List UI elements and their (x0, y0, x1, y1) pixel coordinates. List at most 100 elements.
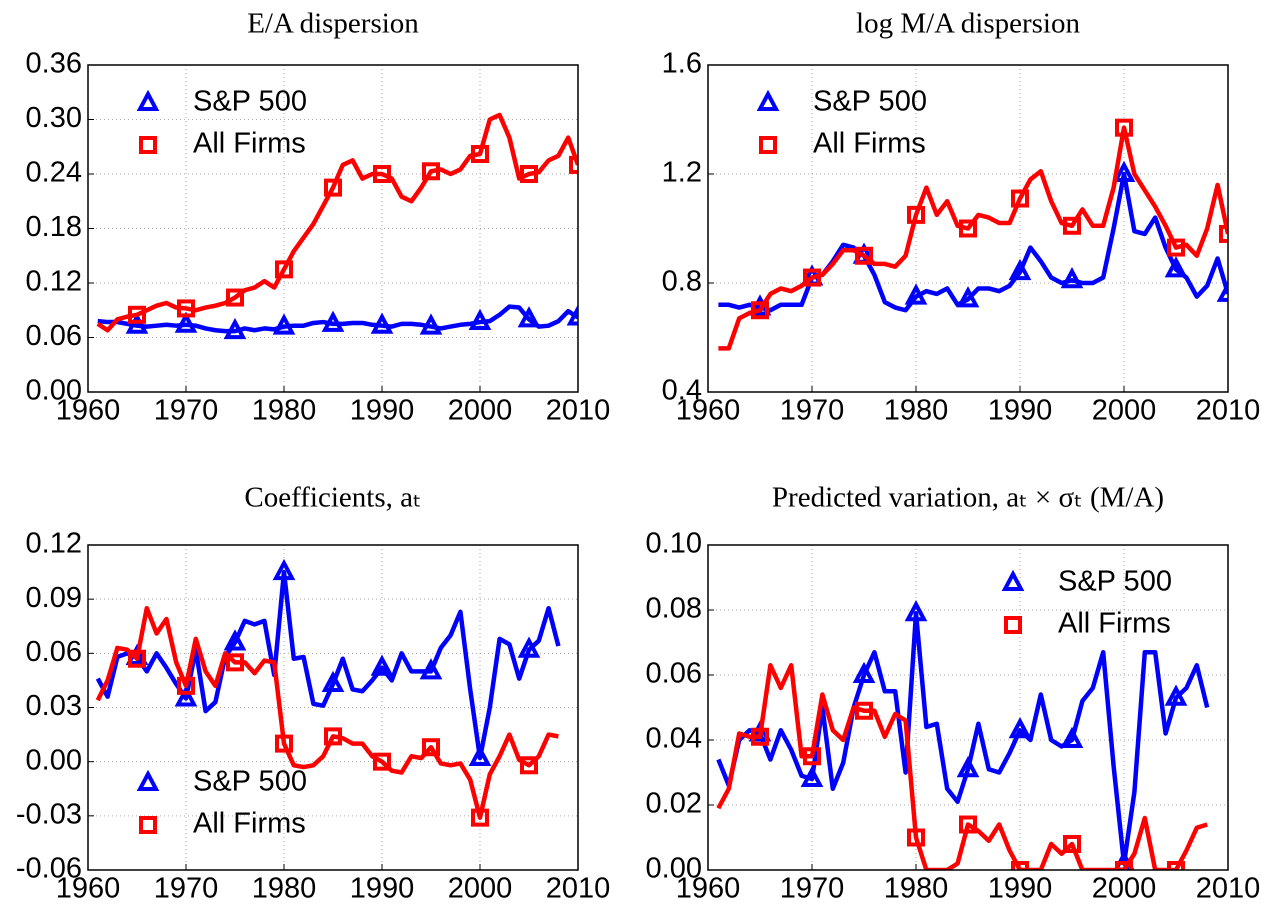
marker (1112, 160, 1136, 182)
x-tick-label: 1980 (252, 395, 317, 427)
legend: S&P 500 All Firms (136, 86, 307, 160)
marker (1115, 861, 1133, 870)
x-tick-label: 2000 (448, 395, 513, 427)
marker (1063, 835, 1081, 853)
x-tick-label: 2010 (546, 395, 611, 427)
marker (907, 828, 925, 847)
marker (803, 747, 821, 766)
marker (177, 676, 195, 695)
x-tick-label: 2000 (1092, 395, 1157, 427)
x-tick-label: 1960 (56, 395, 121, 427)
marker (272, 313, 296, 335)
plot-border (87, 64, 579, 393)
marker (1167, 861, 1185, 870)
plot-border (707, 544, 1229, 871)
marker (370, 654, 394, 676)
y-tick-label: -0.06 (16, 853, 82, 885)
marker (520, 756, 538, 775)
marker (128, 649, 146, 668)
y-tick-label: 0.00 (26, 744, 82, 776)
legend-marker (136, 769, 160, 791)
legend: S&P 500 All Firms (1001, 566, 1172, 640)
x-tick-label: 1960 (56, 873, 121, 905)
marker (959, 219, 977, 238)
x-tick-label: 1990 (350, 873, 415, 905)
y-tick-label: 0.02 (646, 788, 702, 820)
legend-label: S&P 500 (813, 86, 927, 118)
y-tick-label: 0.09 (26, 582, 82, 614)
marker (1008, 717, 1032, 739)
marker (803, 268, 821, 287)
legend-label: All Firms (193, 808, 306, 840)
y-tick-label: 1.6 (662, 48, 702, 80)
marker (272, 558, 296, 581)
marker (373, 165, 391, 183)
legend-marker (139, 816, 157, 834)
marker (956, 286, 980, 308)
y-tick-label: 0.00 (646, 853, 702, 885)
x-tick-label: 2000 (448, 873, 513, 905)
y-tick-label: 0.4 (662, 375, 702, 407)
marker (1011, 861, 1029, 870)
marker (373, 752, 391, 771)
marker (1164, 256, 1188, 278)
x-tick-label: 2010 (1196, 873, 1261, 905)
marker (1164, 684, 1188, 706)
y-tick-label: 0.08 (646, 593, 702, 625)
marker (275, 734, 293, 753)
y-tick-label: 0.10 (646, 528, 702, 560)
y-tick-label: 0.12 (26, 528, 82, 560)
chart-title: E/A dispersion (247, 8, 419, 40)
y-tick-label: 0.24 (26, 157, 82, 189)
marker (321, 670, 345, 693)
y-tick-label: 0.06 (26, 636, 82, 668)
marker (904, 600, 928, 622)
plot (95, 558, 561, 827)
marker (422, 162, 440, 181)
legend-label: S&P 500 (193, 766, 307, 798)
marker (370, 312, 394, 334)
marker (128, 305, 146, 324)
y-tick-label: 0.06 (26, 320, 82, 352)
chart-title: Predicted variation, aₜ × σₜ (M/A) (772, 482, 1164, 514)
panel: log M/A dispersion 0.4 0.8 1.2 1.6 1960 1970 19… (662, 8, 1261, 427)
marker (751, 301, 769, 320)
y-tick-label: 0.8 (662, 266, 702, 298)
marker (1219, 224, 1228, 243)
marker (471, 808, 489, 827)
legend-marker (136, 89, 160, 111)
panel: Predicted variation, aₜ × σₜ (M/A) 0.00 0.… (646, 482, 1261, 905)
legend-label: S&P 500 (1058, 566, 1172, 598)
y-tick-label: 0.06 (646, 658, 702, 690)
plot-border (87, 544, 579, 871)
y-tick-label: 0.04 (646, 723, 702, 755)
x-tick-label: 1970 (154, 873, 219, 905)
legend-marker (1004, 616, 1022, 634)
panel: E/A dispersion 0.00 0.06 0.12 0.18 0.24 0.30 0.… (26, 8, 611, 427)
marker (855, 701, 873, 720)
marker (959, 815, 977, 834)
legend-label: All Firms (813, 128, 926, 160)
marker (748, 720, 772, 742)
x-tick-label: 1960 (676, 395, 741, 427)
marker (223, 629, 247, 651)
x-tick-label: 1980 (252, 873, 317, 905)
marker (569, 155, 578, 174)
plot (718, 118, 1228, 351)
legend-label: All Firms (193, 128, 306, 160)
x-tick-label: 1990 (988, 395, 1053, 427)
series-line (716, 611, 1210, 866)
marker (1216, 280, 1228, 302)
panel: Coefficients, aₜ -0.06 -0.03 0.00 0.03 0.06 0.… (16, 482, 610, 905)
plot (96, 112, 578, 340)
marker (956, 756, 980, 778)
marker (800, 765, 824, 787)
legend: S&P 500 All Firms (136, 766, 307, 840)
x-tick-label: 1970 (154, 395, 219, 427)
marker (1060, 267, 1084, 289)
plot (716, 600, 1210, 870)
chart-title: Coefficients, aₜ (244, 482, 421, 514)
x-tick-label: 2000 (1092, 873, 1157, 905)
y-tick-label: 0.30 (26, 102, 82, 134)
